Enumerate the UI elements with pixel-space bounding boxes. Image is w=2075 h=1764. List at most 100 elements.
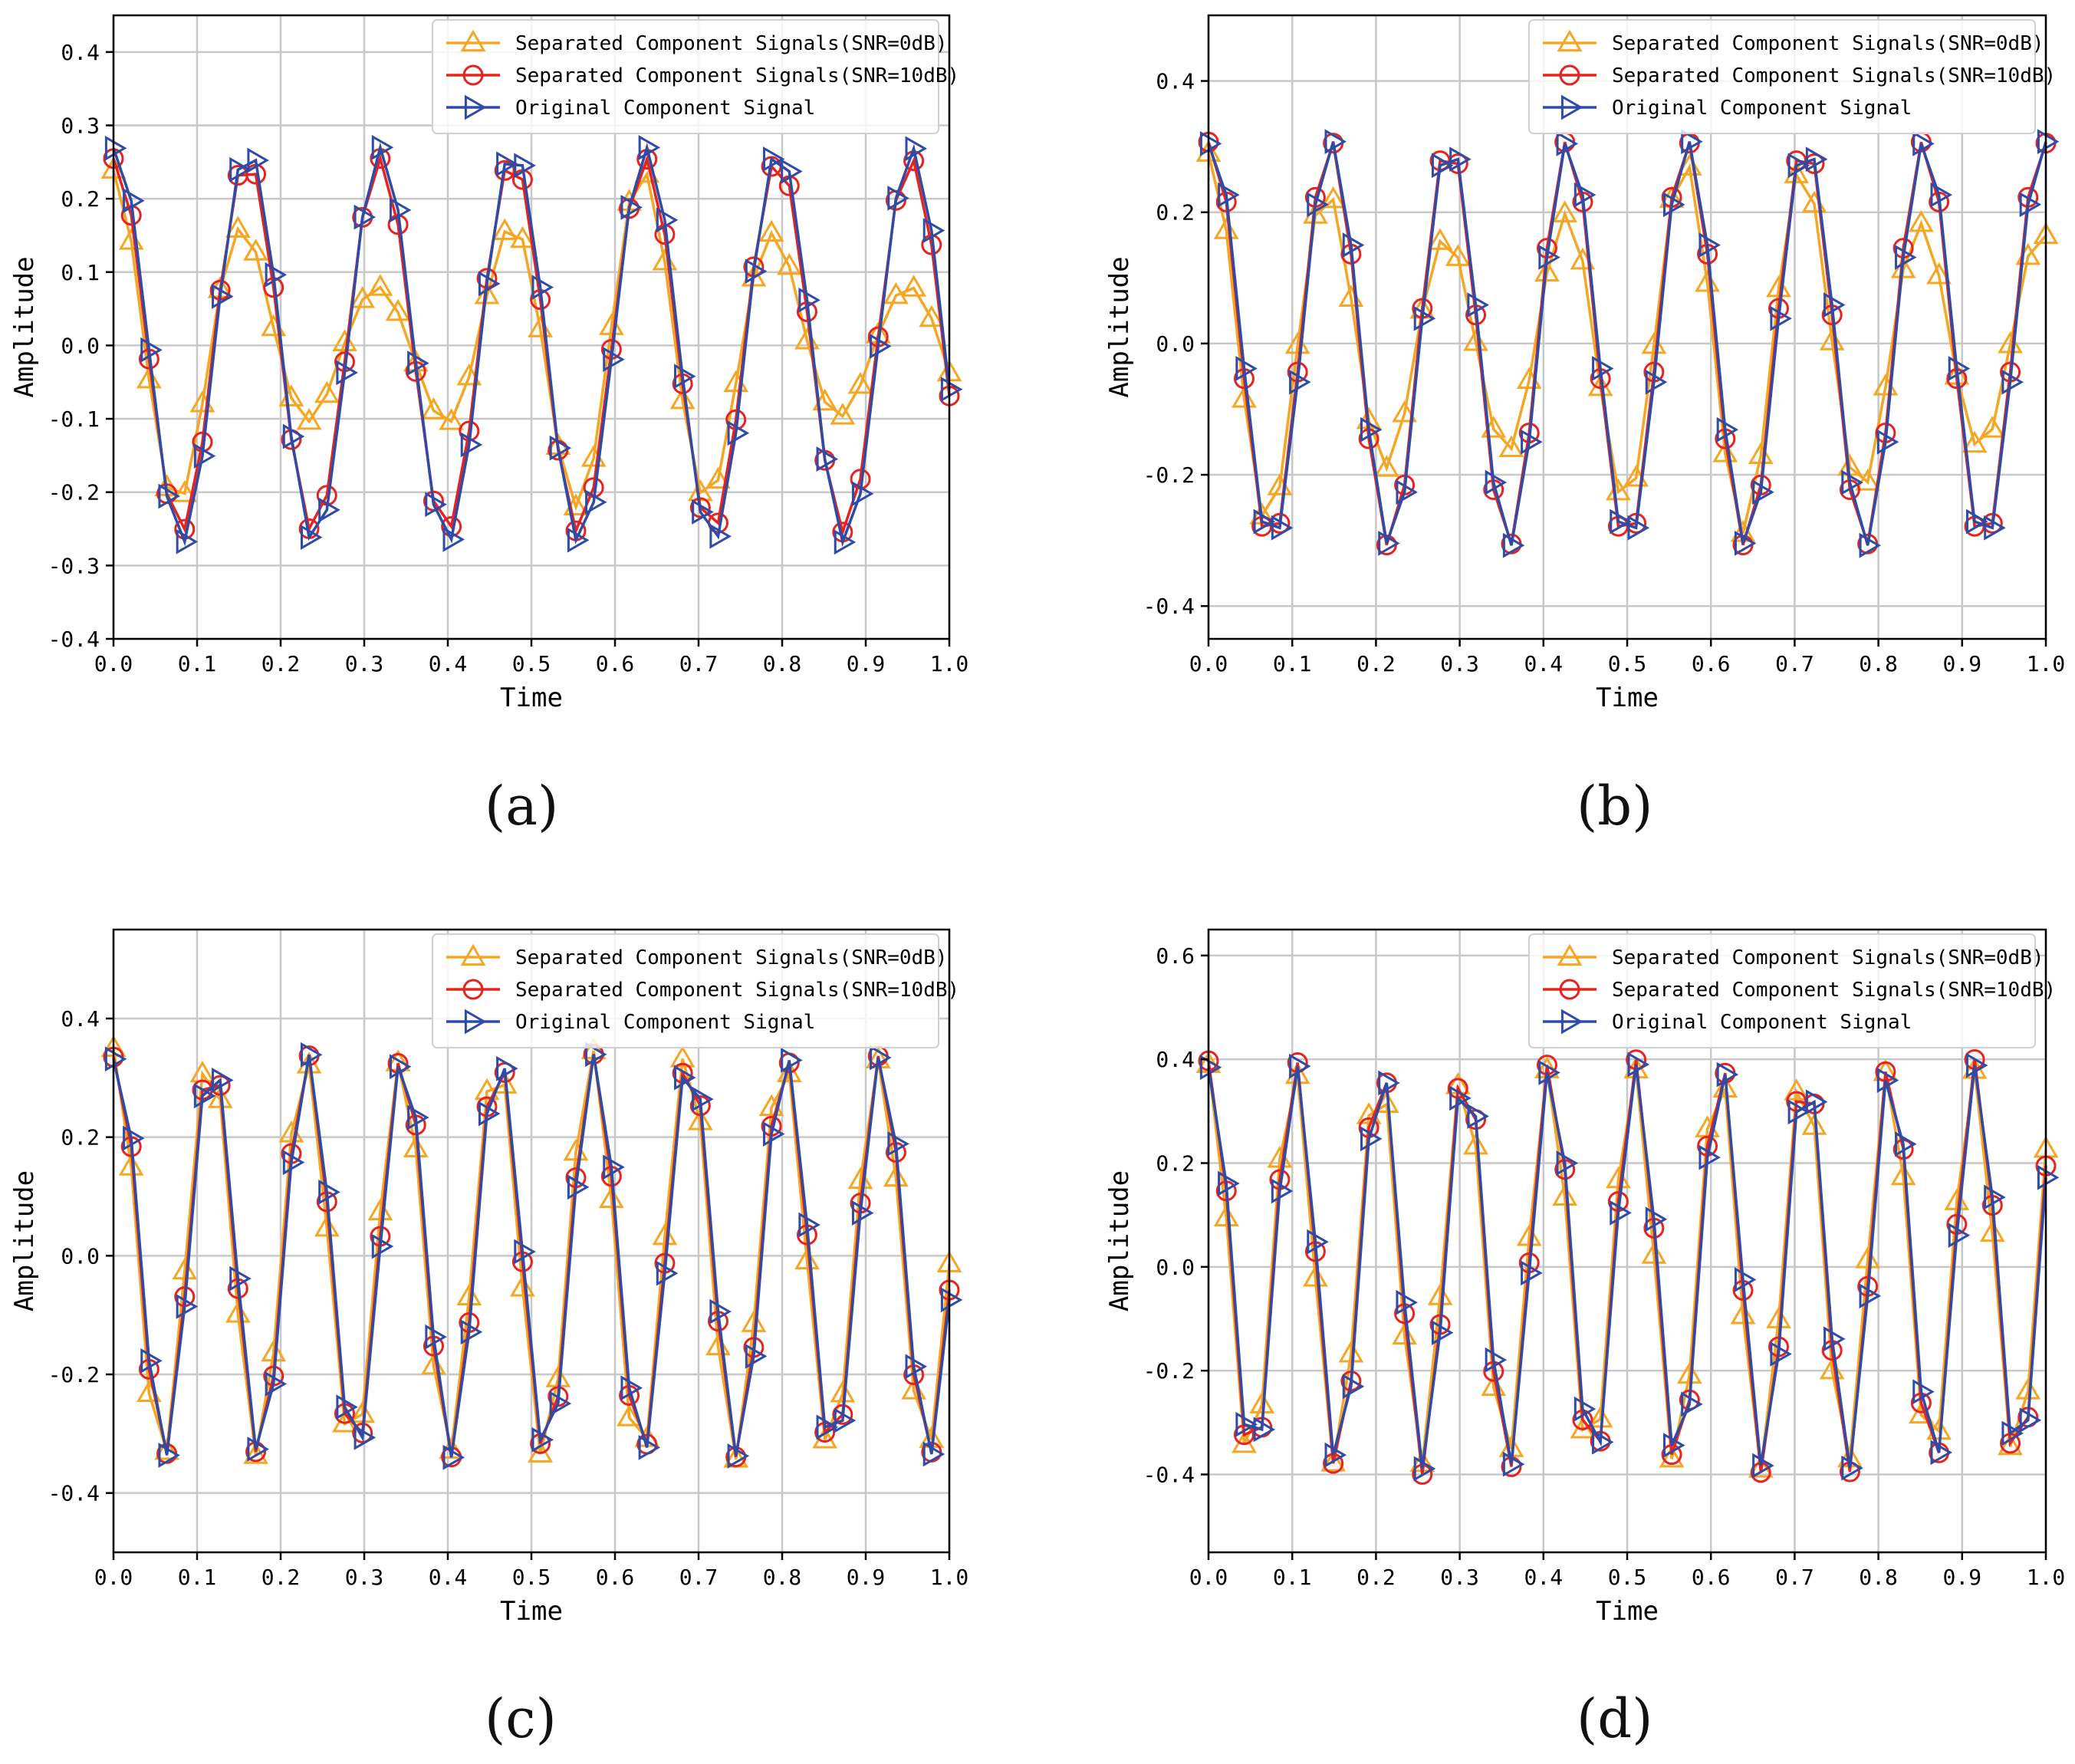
data-point-snr0 [1962,430,1988,453]
legend: Separated Component Signals(SNR=0dB) Sepa… [1528,933,2056,1048]
legend-marker-snr10 [1559,979,1580,1000]
data-point-snr0 [741,264,767,287]
data-point-orig [1859,1283,1882,1309]
data-point-orig [816,1414,839,1440]
data-point-snr0 [172,480,198,502]
data-point-snr0 [1748,1456,1774,1478]
data-point-orig [851,481,874,507]
legend-label-orig: Original Component Signal [515,1011,815,1034]
data-point-orig [1271,515,1294,541]
data-point-orig [282,1150,305,1176]
legend-marker-orig [1560,94,1583,120]
data-point-orig [1342,1374,1365,1400]
data-point-orig [371,1233,394,1259]
data-point-orig [1235,1411,1258,1437]
panel-caption-b: (b) [1577,775,1653,838]
data-point-orig [638,1435,661,1460]
legend-label-orig: Original Component Signal [1612,97,1912,120]
chart-panel-4: 0.0 0.1 0.2 0.3 0.4 0.5 0.6 0.7 0.8 0.9 1.0 -0.4 -0.… [1104,928,2065,1627]
data-point-snr0 [1552,200,1578,222]
y-tick-label: -0.1 [48,406,100,432]
data-point-orig [1413,305,1436,331]
data-point-orig [1396,479,1418,505]
legend-box [432,19,939,134]
legend: Separated Component Signals(SNR=0dB) Sepa… [1528,19,2056,134]
data-point-orig [193,443,216,469]
data-point-orig [940,1287,963,1313]
x-tick-label: 0.3 [345,651,384,676]
data-point-snr0 [1979,416,2005,438]
data-point-orig [1378,530,1400,556]
data-point-orig [1698,232,1721,258]
data-point-orig [1378,1070,1400,1096]
legend-label-orig: Original Component Signal [515,97,815,120]
chart-panel-1: 0.0 0.1 0.2 0.3 0.4 0.5 0.6 0.7 0.8 0.9 1.0 -0.4 -0.… [9,14,968,713]
data-point-orig [603,347,625,373]
data-point-orig [674,1065,696,1091]
data-point-snr0 [154,1437,179,1460]
legend-label-snr0: Separated Component Signals(SNR=0dB) [1612,946,2044,969]
data-point-orig [940,377,963,403]
legend-marker-snr0 [460,29,486,52]
data-point-orig [1859,532,1882,558]
data-point-orig [762,146,785,172]
data-point-orig [781,159,803,184]
x-tick-label: 0.6 [596,1565,635,1590]
data-point-snr0 [1944,1188,1970,1210]
data-point-orig [887,1130,909,1157]
data-point-snr0 [510,225,535,248]
data-point-snr0 [2015,1377,2041,1400]
data-point-snr0 [1659,1445,1685,1468]
data-point-orig [1610,508,1632,535]
data-point-orig [1716,1061,1739,1088]
data-point-orig [389,197,412,223]
data-point-orig [1965,1052,1988,1078]
data-point-orig [1253,508,1276,535]
y-tick-label: 0.0 [1156,331,1195,357]
data-point-orig [301,525,323,550]
data-point-snr0 [919,304,945,327]
legend-marker-orig [464,1009,487,1035]
data-point-orig [870,334,892,359]
series-line-orig [1207,141,2047,546]
data-point-orig [1752,1453,1774,1479]
data-point-snr0 [1232,386,1257,408]
data-point-snr0 [510,1274,535,1297]
x-tick-label: 0.9 [1943,651,1982,676]
data-point-snr0 [367,274,393,296]
data-point-orig [2001,369,2024,395]
data-point-orig [371,134,394,160]
data-point-orig [905,1354,928,1380]
data-point-orig [1805,146,1828,172]
x-tick-label: 0.9 [847,651,886,676]
data-point-orig [2037,1164,2060,1190]
y-tick-label: 0.2 [1156,1151,1195,1177]
data-point-orig [1449,146,1472,172]
data-point-orig [229,156,252,183]
data-point-orig [193,1083,216,1109]
data-point-orig [781,1047,803,1073]
data-point-orig [620,1375,643,1401]
data-point-snr0 [332,329,357,352]
x-tick-label: 0.7 [1775,1565,1814,1590]
legend-marker-orig [464,94,487,120]
data-point-orig [922,218,945,243]
data-point-orig [692,499,714,525]
data-point-orig [1965,508,1988,535]
legend-marker-snr0 [1557,29,1583,52]
data-point-orig [727,420,750,446]
data-point-orig [1716,416,1739,443]
data-point-orig [1502,1451,1525,1477]
data-point-snr0 [776,252,802,275]
data-point-snr0 [705,466,731,489]
data-point-orig [638,135,661,160]
y-tick-label: 0.2 [1156,200,1195,225]
data-point-orig [1342,232,1365,258]
data-point-orig [1307,1229,1329,1255]
data-point-orig [1431,1320,1454,1346]
data-point-snr0 [1284,331,1310,354]
x-tick-label: 0.6 [1692,1565,1731,1590]
y-tick-label: 0.0 [61,1243,100,1269]
data-point-orig [318,1179,340,1205]
data-point-orig [1360,1126,1383,1152]
